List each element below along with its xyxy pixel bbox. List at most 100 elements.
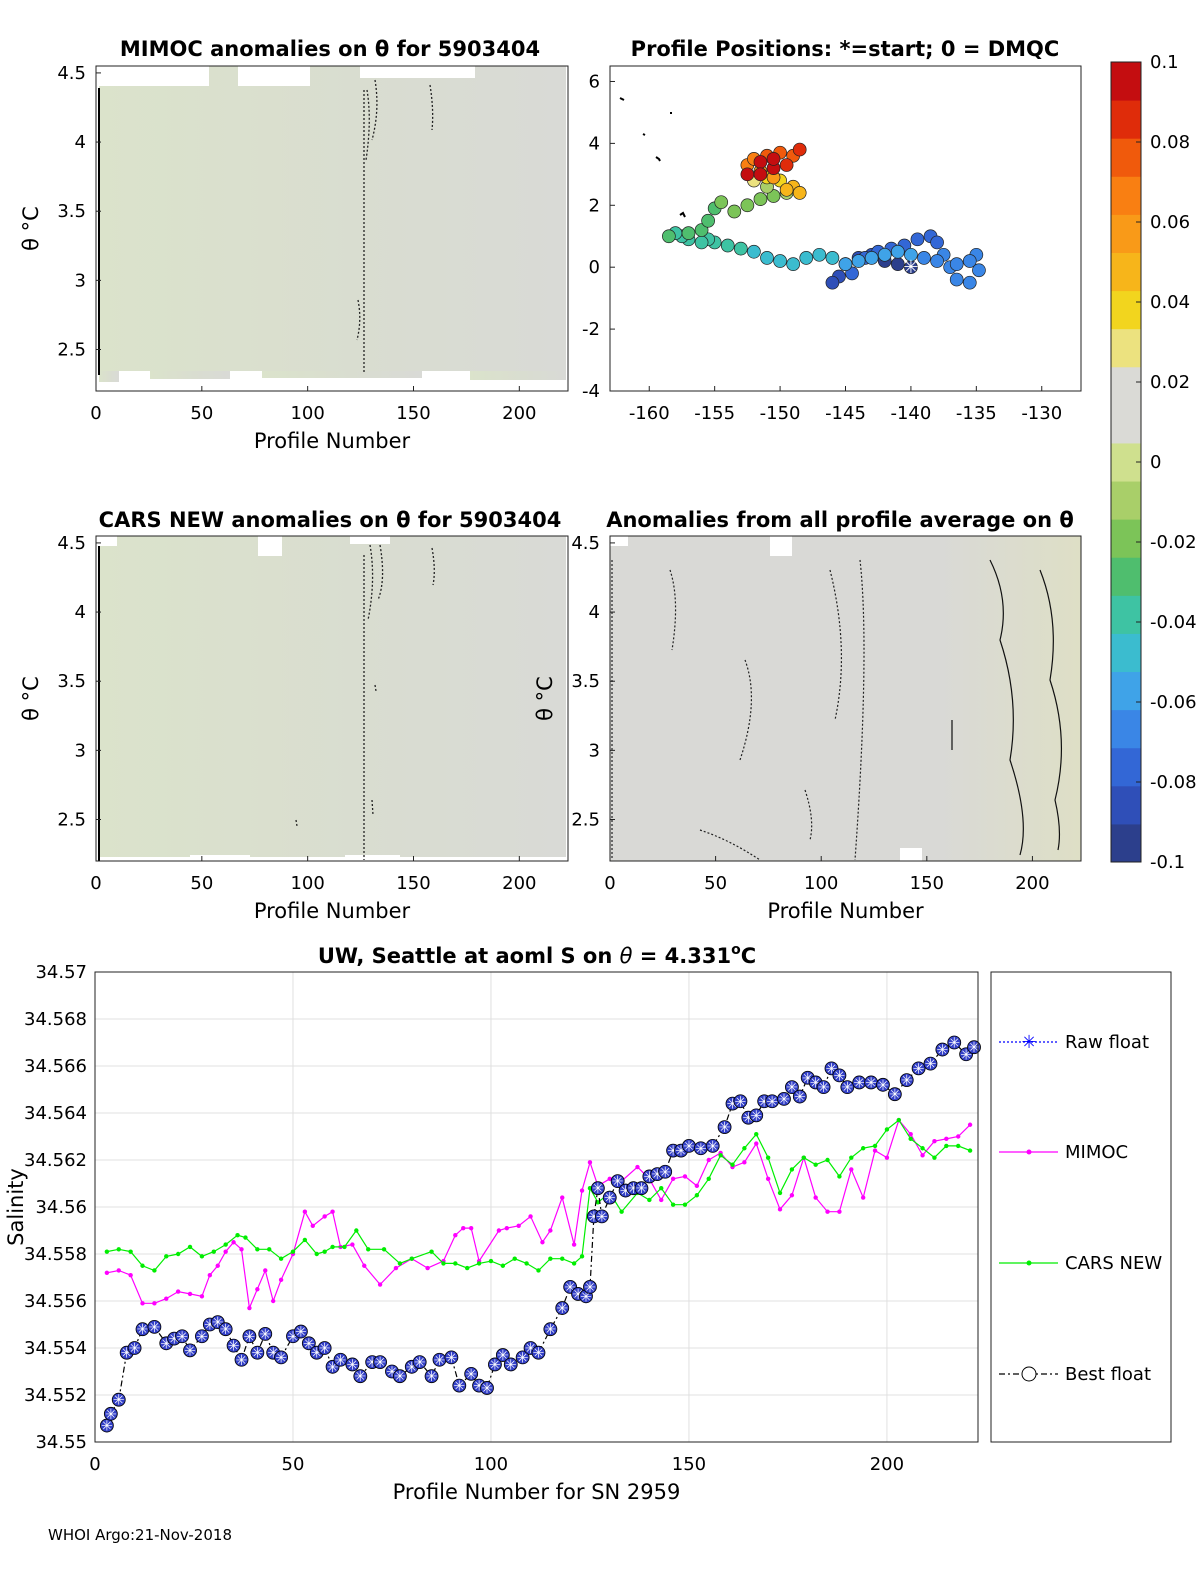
salinity-title-unit: C [741,944,756,968]
y-tick-label: 4 [75,602,86,623]
colorbar-tick-label: -0.04 [1150,612,1197,633]
series-point-mimoc [461,1225,466,1231]
raw-float-point: ✳ [564,1280,576,1296]
series-point-cars-new [302,1237,308,1243]
y-axis-label: Salinity [4,1168,28,1246]
y-tick-label: 4.5 [57,63,86,84]
positions-title: Profile Positions: *=start; 0 = DMQC [631,37,1060,61]
raw-float-point: ✳ [544,1322,556,1338]
x-tick-label: 100 [804,873,838,894]
colorbar-band [1111,633,1141,673]
x-tick-label: 50 [190,873,213,894]
raw-float-point: ✳ [695,1141,707,1157]
raw-float-point: ✳ [584,1280,596,1296]
raw-float-point: ✳ [750,1108,762,1124]
best-float-point [515,1350,530,1365]
series-point-mimoc [742,1160,747,1165]
colorbar-fill [1111,62,1141,863]
series-point-mimoc [104,1270,110,1276]
raw-float-point: ✳ [374,1355,386,1371]
colorbar-band [1111,100,1141,139]
raw-float-point: ✳ [948,1036,960,1052]
profile-position-point [890,244,905,259]
colorbar-band [1111,557,1141,596]
series-point-cars-new [872,1143,878,1149]
series-point-cars-new [140,1263,145,1268]
colorbar-band [1111,709,1141,749]
series-point-cars-new [211,1249,216,1254]
y-tick-label: 34.57 [35,962,87,983]
mimoc-title: MIMOC anomalies on θ for 5903404 [120,37,540,61]
series-point-cars-new [381,1247,387,1252]
y-tick-label: 34.568 [24,1009,87,1030]
raw-float-point: ✳ [818,1080,830,1096]
series-point-cars-new [967,1148,973,1153]
series-point-cars-new [235,1233,240,1238]
best-float-point [373,1355,387,1369]
cars-gap [345,855,400,861]
raw-float-point: ✳ [758,1094,770,1110]
mimoc-gap [238,66,310,86]
y-tick-label: 34.55 [35,1432,87,1453]
series-point-cars-new [243,1235,248,1240]
series-point-mimoc [215,1263,220,1268]
profile-position-point [864,251,879,265]
x-tick-label: 200 [1015,873,1049,894]
x-tick-label: 0 [90,873,101,894]
cars-gap [258,536,282,556]
x-tick-label: 100 [474,1454,508,1475]
series-point-mimoc [967,1122,973,1127]
series-point-cars-new [476,1261,482,1266]
series-point-mimoc [560,1195,565,1200]
raw-float-point: ✳ [251,1346,263,1362]
raw-float-point: ✳ [473,1379,485,1395]
raw-float-point: ✳ [592,1181,604,1197]
series-point-cars-new [223,1242,228,1247]
x-tick-label: -160 [629,403,670,424]
profile-position-point [904,247,918,262]
legend-entry-mimoc: MIMOC [999,1142,1128,1163]
series-point-mimoc [322,1214,327,1219]
avg-gap [900,848,922,861]
x-tick-label: 50 [282,1454,305,1475]
series-point-mimoc [659,1197,664,1203]
y-tick-label: 0 [589,257,600,278]
x-tick-label: 200 [502,873,536,894]
y-tick-label: 4.5 [57,533,86,554]
cars-anomaly-field [99,552,566,857]
cars-axes: 0 50 100 150 200 2.5 3 3.5 4 4.5 Profile Number θ °… [19,533,536,923]
colorbar-band [1111,404,1141,444]
series-point-cars-new [849,1155,854,1160]
cars-contour [295,544,435,860]
raw-float-point: ✳ [244,1329,256,1345]
raw-float-point: ✳ [588,1209,600,1225]
series-point-cars-new [944,1143,949,1149]
avg-axes: 0 50 100 150 200 2.5 3 3.5 4 4.5 Profile Number θ °… [533,533,1050,923]
series-point-mimoc [453,1233,458,1238]
raw-float-point: ✳ [834,1068,846,1084]
raw-float-point: ✳ [275,1350,287,1366]
series-point-cars-new [837,1174,842,1179]
profile-position-point [845,266,859,281]
legend-entry-best-float: Best float [999,1364,1151,1385]
raw-float-point: ✳ [335,1353,347,1369]
profile-position-point [877,247,892,262]
colorbar: 0.1 0.08 0.06 0.04 0.02 0 -0.02 -0.04 -0.06 -0.08… [1110,52,1197,873]
series-point-mimoc [302,1209,308,1214]
series-point-mimoc [825,1209,830,1214]
profile-position-point [779,158,794,172]
raw-float-point: ✳ [220,1322,232,1338]
profile-position-point [949,257,964,271]
panel-avg: Anomalies from all profile average on θ … [533,508,1082,923]
x-tick-label: -130 [1021,403,1062,424]
profile-position-point [747,244,761,259]
y-tick-label: 4 [589,133,600,154]
profile-position-point [962,254,977,268]
raw-float-point: ✳ [287,1329,299,1345]
raw-float-point: ✳ [556,1301,568,1317]
best-float-point [733,1094,748,1109]
y-tick-label: 34.558 [24,1244,87,1265]
colorbar-tick-label: 0 [1150,452,1161,473]
series-point-mimoc [635,1164,640,1170]
raw-float-point: ✳ [366,1355,378,1371]
